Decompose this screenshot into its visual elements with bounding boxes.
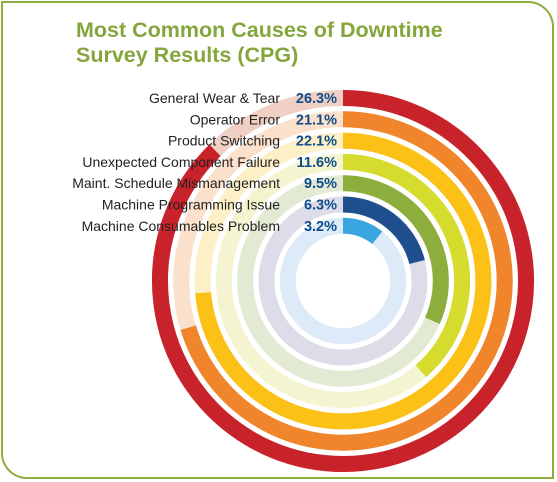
category-label-operator-error: Operator Error bbox=[190, 111, 281, 127]
bar-operator-error bbox=[180, 111, 513, 451]
bar-general-wear-tear bbox=[152, 90, 534, 472]
value-label-unexpected-component-failure: 11.6% bbox=[297, 155, 337, 171]
bar-machine-programming-issue bbox=[342, 196, 425, 265]
category-label-machine-programming-issue: Machine Programming Issue bbox=[102, 197, 280, 213]
category-label-machine-consumables-problem: Machine Consumables Problem bbox=[82, 218, 280, 234]
category-label-maint-schedule-mismanagement: Maint. Schedule Mismanagement bbox=[72, 175, 280, 191]
bar-unexpected-component-failure bbox=[342, 153, 471, 378]
bar-machine-consumables-problem bbox=[342, 217, 383, 245]
value-label-product-switching: 22.1% bbox=[296, 134, 337, 150]
ring-bars bbox=[152, 90, 534, 472]
chart-title-block: Most Common Causes of Downtime Survey Re… bbox=[76, 18, 443, 68]
bar-maint-schedule-mismanagement bbox=[342, 175, 449, 325]
chart-subtitle: Survey Results (CPG) bbox=[76, 43, 299, 67]
value-label-general-wear-tear: 26.3% bbox=[296, 91, 337, 107]
chart-title: Most Common Causes of Downtime bbox=[76, 18, 443, 42]
category-label-unexpected-component-failure: Unexpected Component Failure bbox=[82, 154, 280, 170]
value-label-machine-consumables-problem: 3.2% bbox=[304, 219, 337, 235]
category-label-general-wear-tear: General Wear & Tear bbox=[149, 90, 280, 106]
value-label-operator-error: 21.1% bbox=[296, 112, 337, 128]
value-label-maint-schedule-mismanagement: 9.5% bbox=[304, 176, 337, 192]
bar-product-switching bbox=[195, 132, 492, 430]
category-label-product-switching: Product Switching bbox=[168, 133, 280, 149]
track-machine-consumables-problem bbox=[279, 217, 407, 345]
value-label-machine-programming-issue: 6.3% bbox=[304, 198, 337, 214]
ring-labels: 26.3% General Wear & Tear 21.1% Operator Er… bbox=[72, 90, 337, 235]
